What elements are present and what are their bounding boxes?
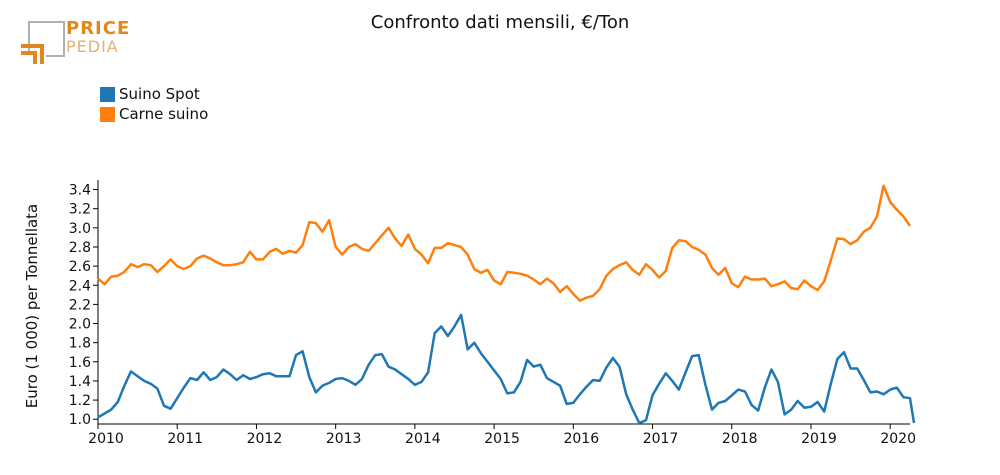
- x-tick-label: 2015: [484, 431, 520, 447]
- legend: Suino Spot Carne suino: [100, 84, 208, 124]
- y-tick-label: 3.4: [69, 183, 91, 199]
- x-tick-label: 2016: [563, 431, 599, 447]
- x-tick-label: 2019: [801, 431, 837, 447]
- y-tick-label: 1.4: [69, 374, 91, 390]
- legend-swatch: [100, 86, 115, 102]
- y-tick-label: 2.6: [69, 259, 91, 275]
- y-axis-title: Euro (1 000) per Tonnellata: [23, 204, 41, 409]
- legend-label: Carne suino: [119, 105, 209, 123]
- x-tick-label: 2020: [880, 431, 916, 447]
- chart-title: Confronto dati mensili, €/Ton: [370, 12, 630, 33]
- y-tick-label: 3.0: [69, 221, 91, 237]
- y-tick-label: 2.0: [69, 317, 91, 333]
- logo-mark-icon: [21, 21, 65, 64]
- x-tick-label: 2012: [247, 431, 283, 447]
- x-tick-label: 2013: [326, 431, 362, 447]
- y-tick-label: 1.2: [69, 393, 91, 409]
- x-tick-label: 2010: [88, 431, 124, 447]
- y-tick-label: 2.8: [69, 240, 91, 256]
- x-tick-label: 2011: [167, 431, 203, 447]
- x-tick-label: 2017: [643, 431, 679, 447]
- logo-text-pedia: PEDIA: [66, 37, 119, 56]
- y-tick-label: 3.2: [69, 202, 91, 218]
- legend-item-suino-spot[interactable]: Suino Spot: [100, 84, 208, 104]
- pricepedia-logo: PRICE PEDIA: [18, 18, 138, 70]
- y-tick-label: 1.8: [69, 336, 91, 352]
- legend-swatch: [100, 106, 115, 122]
- series-line-carne-suino: [97, 184, 912, 302]
- y-tick-label: 2.4: [69, 278, 91, 294]
- legend-item-carne-suino[interactable]: Carne suino: [100, 104, 208, 124]
- x-tick-label: 2018: [722, 431, 758, 447]
- x-tick-label: 2014: [405, 431, 441, 447]
- y-tick-label: 2.2: [69, 297, 91, 313]
- logo-text-price: PRICE: [66, 18, 131, 39]
- series-line-suino-spot: [97, 313, 916, 425]
- y-tick-label: 1.0: [69, 412, 91, 428]
- legend-label: Suino Spot: [119, 85, 200, 103]
- y-tick-label: 1.6: [69, 355, 91, 371]
